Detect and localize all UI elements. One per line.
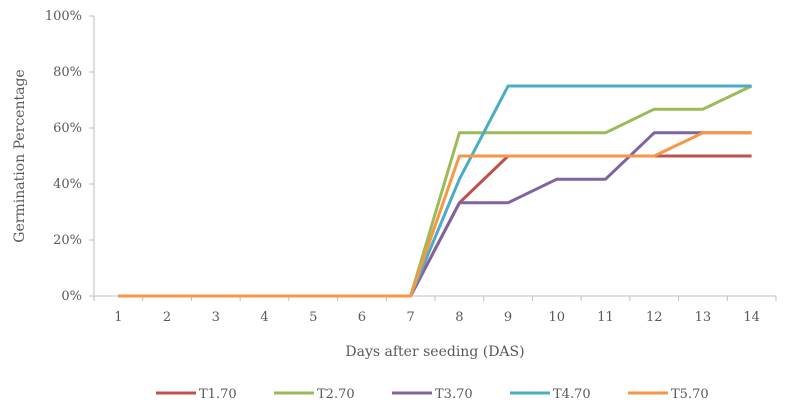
x-tick-label: 3 [212, 310, 220, 325]
legend-label-T3.70: T3.70 [435, 387, 473, 402]
y-axis-title: Germination Percentage [12, 69, 28, 242]
x-tick-label: 4 [260, 310, 268, 325]
y-tick-label: 0% [61, 289, 82, 304]
y-tick-label: 100% [45, 9, 82, 24]
x-tick-label: 1 [114, 310, 122, 325]
legend-label-T5.70: T5.70 [671, 387, 709, 402]
legend-label-T1.70: T1.70 [199, 387, 237, 402]
x-tick-label: 10 [549, 310, 566, 325]
x-tick-label: 12 [646, 310, 663, 325]
series-line-T2.70 [118, 84, 753, 298]
series-line-T5.70 [118, 131, 752, 298]
legend: T1.70 T2.70 T3.70 T4.70 T5.70 [156, 387, 709, 402]
legend-label-T4.70: T4.70 [553, 387, 591, 402]
y-tick-labels: 0% 20% 40% 60% 80% 100% [45, 9, 94, 304]
y-tick-label: 20% [53, 233, 82, 248]
x-tick-label: 11 [597, 310, 614, 325]
x-tick-label: 7 [407, 310, 415, 325]
x-tick-labels: 1 2 3 4 5 6 7 8 9 10 11 12 13 14 [93, 296, 777, 325]
x-tick-label: 6 [358, 310, 366, 325]
series-lines [118, 84, 753, 298]
x-tick-label: 13 [695, 310, 712, 325]
y-tick-label: 40% [53, 177, 82, 192]
series-line-T4.70 [118, 84, 752, 298]
x-tick-label: 5 [309, 310, 317, 325]
legend-label-T2.70: T2.70 [317, 387, 355, 402]
y-tick-label: 60% [53, 121, 82, 136]
x-tick-label: 8 [455, 310, 463, 325]
x-axis-title: Days after seeding (DAS) [345, 344, 524, 360]
x-tick-label: 14 [743, 310, 760, 325]
x-tick-label: 9 [504, 310, 512, 325]
x-tick-label: 2 [163, 310, 171, 325]
y-tick-label: 80% [53, 65, 82, 80]
